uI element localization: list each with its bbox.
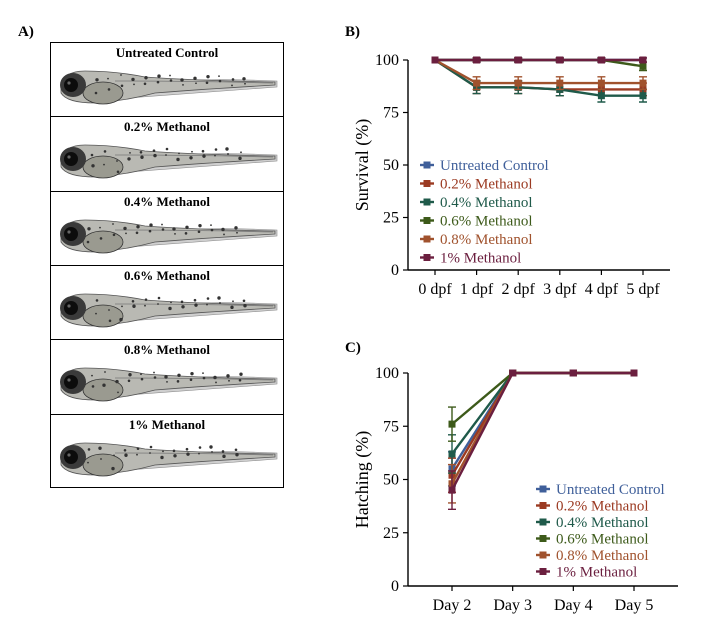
y-tick-label: 100: [375, 52, 399, 69]
panel-c-label: C): [345, 340, 361, 356]
x-tick-label: 2 dpf: [502, 281, 536, 298]
zebrafish-larva-image: [60, 293, 278, 328]
y-tick-label: 50: [383, 472, 399, 489]
data-point: [514, 56, 522, 64]
legend-item: 1% Methanol: [420, 251, 521, 267]
larva-panel: 0.8% Methanol: [51, 340, 283, 415]
y-tick-label: 100: [375, 365, 399, 382]
data-point: [556, 56, 564, 64]
data-point: [448, 420, 456, 428]
data-point: [597, 56, 605, 64]
series-line: [451, 371, 634, 455]
larva-label: 1% Methanol: [128, 416, 206, 432]
data-point: [448, 450, 456, 458]
legend-label: Untreated Control: [556, 482, 665, 498]
data-point: [597, 92, 605, 100]
y-tick-label: 0: [391, 262, 399, 279]
data-point: [630, 369, 638, 377]
legend-label: 1% Methanol: [440, 251, 521, 267]
data-point: [556, 79, 564, 87]
survival-chart: 0 25 50 75 100 0 dpf 1 dpf 2 dpf 3 dpf 4 dpf 5 dpf…: [352, 52, 670, 298]
legend-label: 0.8% Methanol: [556, 548, 648, 564]
larva-panel: 0.4% Methanol: [51, 192, 283, 266]
legend-label: 0.8% Methanol: [440, 232, 532, 248]
legend-label: 0.6% Methanol: [556, 532, 648, 548]
x-tick-label: 1 dpf: [460, 281, 494, 298]
y-tick-label: 25: [383, 525, 399, 542]
legend-label: 0.4% Methanol: [556, 515, 648, 531]
legend-label: 1% Methanol: [556, 565, 637, 581]
data-point: [448, 486, 456, 494]
legend-label: 0.2% Methanol: [556, 499, 648, 515]
data-point: [639, 56, 647, 64]
zebrafish-larva-image: [60, 442, 278, 477]
legend-item: 0.6% Methanol: [536, 532, 648, 548]
y-tick-label: 50: [383, 157, 399, 174]
data-point: [639, 92, 647, 100]
x-tick-label: 0 dpf: [418, 281, 452, 298]
panel-b-label: B): [345, 24, 360, 40]
zebrafish-larva-image: [60, 70, 278, 105]
larva-label: Untreated Control: [115, 45, 219, 60]
data-point: [569, 369, 577, 377]
legend-item: 0.8% Methanol: [420, 232, 532, 248]
y-tick-label: 75: [383, 418, 399, 435]
legend-item: 1% Methanol: [536, 565, 637, 581]
data-point: [473, 79, 481, 87]
zebrafish-larva-image: [60, 144, 278, 179]
larva-label: 0.6% Methanol: [124, 267, 210, 283]
hatching-chart: 0 25 50 75 100 Day 2 Day 3 Day 4 Day 5 Hatching (…: [352, 365, 678, 614]
larva-panel: 0.2% Methanol: [51, 117, 283, 192]
series-line: [434, 58, 643, 97]
data-point: [639, 62, 647, 70]
data-point: [597, 79, 605, 87]
x-tick-label: 3 dpf: [543, 281, 577, 298]
data-point: [431, 56, 439, 64]
x-tick-label: Day 5: [615, 597, 654, 614]
series-line: [434, 58, 643, 85]
legend-item: Untreated Control: [536, 482, 665, 498]
larva-panel: Untreated Control: [51, 43, 283, 118]
series-line: [450, 371, 634, 470]
x-tick-label: 4 dpf: [585, 281, 619, 298]
zebrafish-larva-image: [60, 367, 278, 402]
legend-item: 0.4% Methanol: [536, 515, 648, 531]
legend-item: 0.8% Methanol: [536, 548, 648, 564]
legend-item: 0.4% Methanol: [420, 195, 532, 211]
y-tick-label: 25: [383, 210, 399, 227]
larva-label: 0.2% Methanol: [124, 119, 210, 135]
legend-item: 0.2% Methanol: [536, 499, 648, 515]
y-tick-label: 75: [383, 105, 399, 122]
panel-a-label: A): [18, 24, 34, 40]
legend-label: 0.4% Methanol: [440, 195, 532, 211]
data-point: [509, 369, 517, 377]
series-line: [450, 371, 634, 491]
larva-label: 0.8% Methanol: [124, 342, 210, 358]
larva-panel: 0.6% Methanol: [51, 266, 283, 341]
x-tick-label: Day 2: [433, 597, 472, 614]
larva-panel: 1% Methanol: [51, 415, 283, 489]
legend-label: Untreated Control: [440, 158, 549, 174]
legend-label: 0.2% Methanol: [440, 177, 532, 193]
data-point: [514, 79, 522, 87]
zebrafish-larva-image: [60, 219, 278, 254]
x-tick-label: 5 dpf: [626, 281, 660, 298]
series-line: [434, 58, 643, 91]
legend-item: Untreated Control: [420, 158, 549, 174]
data-point: [473, 56, 481, 64]
y-axis-label: Hatching (%): [352, 431, 373, 528]
data-point: [639, 79, 647, 87]
larva-image-column: Untreated Control 0.2% Methanol 0.4% Metha…: [50, 42, 284, 488]
x-tick-label: Day 4: [554, 597, 593, 614]
y-tick-label: 0: [391, 578, 399, 595]
larva-label: 0.4% Methanol: [124, 193, 210, 209]
legend-item: 0.2% Methanol: [420, 177, 532, 193]
x-tick-label: Day 3: [493, 597, 532, 614]
legend-label: 0.6% Methanol: [440, 214, 532, 230]
legend-item: 0.6% Methanol: [420, 214, 532, 230]
y-axis-label: Survival (%): [352, 119, 373, 211]
